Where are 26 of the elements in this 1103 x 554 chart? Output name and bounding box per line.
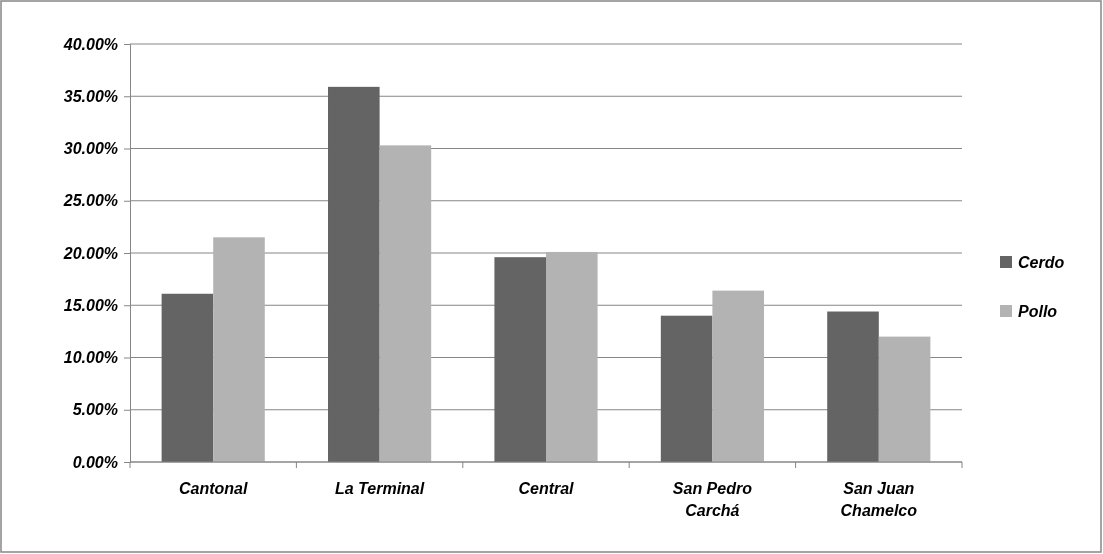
x-tick-label: La Terminal [334,480,425,497]
y-tick-label: 25.00% [62,192,118,210]
x-tick-label: San Pedro Carchá [672,480,753,519]
x-tick-label: Central [518,480,575,497]
bar [827,311,879,462]
y-tick-label: 40.00% [62,35,118,53]
bar [660,315,713,462]
bar [878,336,931,462]
x-tick-label: Cantonal [178,480,248,497]
bar [494,257,546,462]
y-tick-label: 10.00% [63,349,118,367]
y-tick-label: 35.00% [63,87,118,105]
y-tick-label: 20.00% [62,244,118,262]
legend-label: Cerdo [1018,254,1065,271]
bar [546,251,598,462]
y-tick-label: 5.00% [72,401,118,419]
y-tick-label: 0.00% [72,453,118,471]
y-tick-label: 30.00% [63,140,118,158]
x-tick-label: San Juan Chamelco [840,480,918,519]
bar [379,145,432,462]
bar [328,86,380,462]
bar [712,290,764,462]
legend-label: Pollo [1018,303,1058,320]
bar [213,237,265,462]
bar [161,293,214,462]
y-tick-label: 15.00% [63,296,118,314]
